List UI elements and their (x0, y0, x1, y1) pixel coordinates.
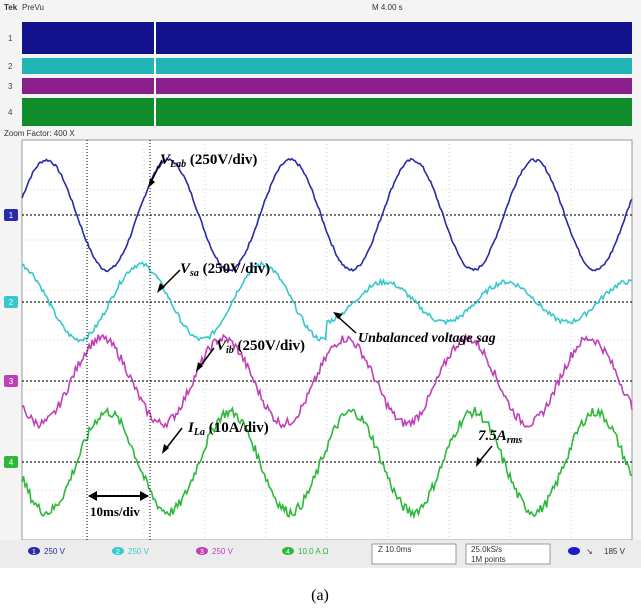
channel-badge-id: 2 (116, 549, 120, 556)
mode-label: PreVu (22, 3, 44, 12)
channel-scale-2: 250 V (128, 547, 150, 556)
v-sa-sub: sa (189, 268, 199, 279)
channel-scale-3: 250 V (212, 547, 234, 556)
v-sa-main: V (180, 261, 192, 277)
channel-badge-icon-2[interactable] (112, 547, 124, 555)
channel-scale-badges: 1 250 V 2 250 V 3 250 V 4 10.0 A Ω (28, 547, 328, 556)
trigger-slope-icon: ↘ (586, 547, 593, 556)
channel-badge-icon-3[interactable] (196, 547, 208, 555)
channel-marker-label: 1 (9, 211, 14, 220)
timebase-label: M 4.00 s (372, 3, 403, 12)
trace-v-lab (21, 157, 633, 273)
graticule-grid (22, 140, 632, 540)
figure-caption: (a) (311, 587, 329, 604)
annotation-timediv: 10ms/div (88, 491, 149, 519)
overview-marker-3: 3 (8, 82, 13, 91)
trigger-level: 185 V (604, 547, 626, 556)
i-la-main: I (187, 420, 195, 436)
channel-scale-4: 10.0 A Ω (298, 547, 328, 556)
overview-band-2 (22, 58, 632, 74)
time-readout: Z 10.0ms (378, 545, 411, 554)
channel-marker-2[interactable] (4, 296, 18, 308)
v-ib-main: V (216, 338, 228, 354)
channel-badge-id: 1 (32, 549, 36, 556)
v-lab-main: V (160, 152, 172, 168)
channel-badge-id: 3 (200, 549, 204, 556)
sag-label: Unbalanced voltage sag (358, 331, 496, 346)
waveform-traces (21, 157, 633, 520)
trace-v-sa (21, 260, 633, 343)
v-lab-sub: Lab (169, 159, 186, 170)
v-lab-scale: (250V/div) (186, 152, 257, 168)
svg-text:VLab (250V/div): VLab (250V/div) (160, 152, 257, 170)
annotation-v-lab: VLab (250V/div) (148, 152, 257, 188)
channel-badge-icon-4[interactable] (282, 547, 294, 555)
overview-band-1 (22, 22, 632, 54)
v-sa-scale: (250V/div) (199, 261, 270, 277)
svg-text:Vib (250V/div): Vib (250V/div) (216, 338, 305, 356)
overview-marker-2: 2 (8, 62, 13, 71)
overview-record: 1 2 3 4 (8, 22, 632, 126)
sample-rate: 25.0kS/s (471, 545, 502, 554)
time-box (371, 543, 457, 565)
channel-badge-id: 4 (286, 549, 290, 556)
annotation-v-ib: Vib (250V/div) (196, 338, 305, 372)
channel-marker-label: 3 (9, 377, 14, 386)
zoom-factor: Zoom Factor: 400 X (4, 129, 75, 138)
annotation-i-la: ILa (10A/div) (162, 420, 269, 454)
brand-label: Tek (4, 3, 18, 12)
trigger-channel-icon (568, 547, 580, 555)
annotation-rms: 7.5Arms (476, 428, 522, 467)
i-la-sub: La (193, 427, 205, 438)
annotation-v-sa: Vsa (250V/div) (157, 261, 270, 293)
rms-sub: rms (507, 435, 523, 446)
overview-band-3 (22, 78, 632, 94)
channel-scale-1: 250 V (44, 547, 66, 556)
svg-text:Vsa (250V/div): Vsa (250V/div) (180, 261, 270, 279)
i-la-scale: (10A/div) (205, 420, 269, 436)
v-ib-scale: (250V/div) (234, 338, 305, 354)
channel-markers: 1 2 3 4 (4, 209, 18, 468)
channel-marker-label: 4 (9, 458, 14, 467)
channel-marker-3[interactable] (4, 375, 18, 387)
annotation-sag: Unbalanced voltage sag (333, 312, 496, 346)
rms-main: 7.5A (478, 428, 507, 444)
overview-marker-1: 1 (8, 34, 13, 43)
channel-marker-4[interactable] (4, 456, 18, 468)
svg-text:ILa (10A/div): ILa (10A/div) (187, 420, 269, 438)
timediv-label: 10ms/div (90, 504, 140, 519)
channel-marker-1[interactable] (4, 209, 18, 221)
channel-baselines (22, 214, 632, 463)
channel-badge-icon-1[interactable] (28, 547, 40, 555)
svg-text:7.5Arms: 7.5Arms (478, 428, 522, 446)
overview-band-4 (22, 98, 632, 126)
record-points: 1M points (471, 555, 506, 564)
channel-marker-label: 2 (9, 298, 14, 307)
rate-box (465, 543, 551, 565)
trace-i-la (21, 406, 633, 520)
overview-marker-4: 4 (8, 108, 13, 117)
trace-v-ib (21, 332, 633, 430)
v-ib-sub: ib (226, 345, 234, 356)
